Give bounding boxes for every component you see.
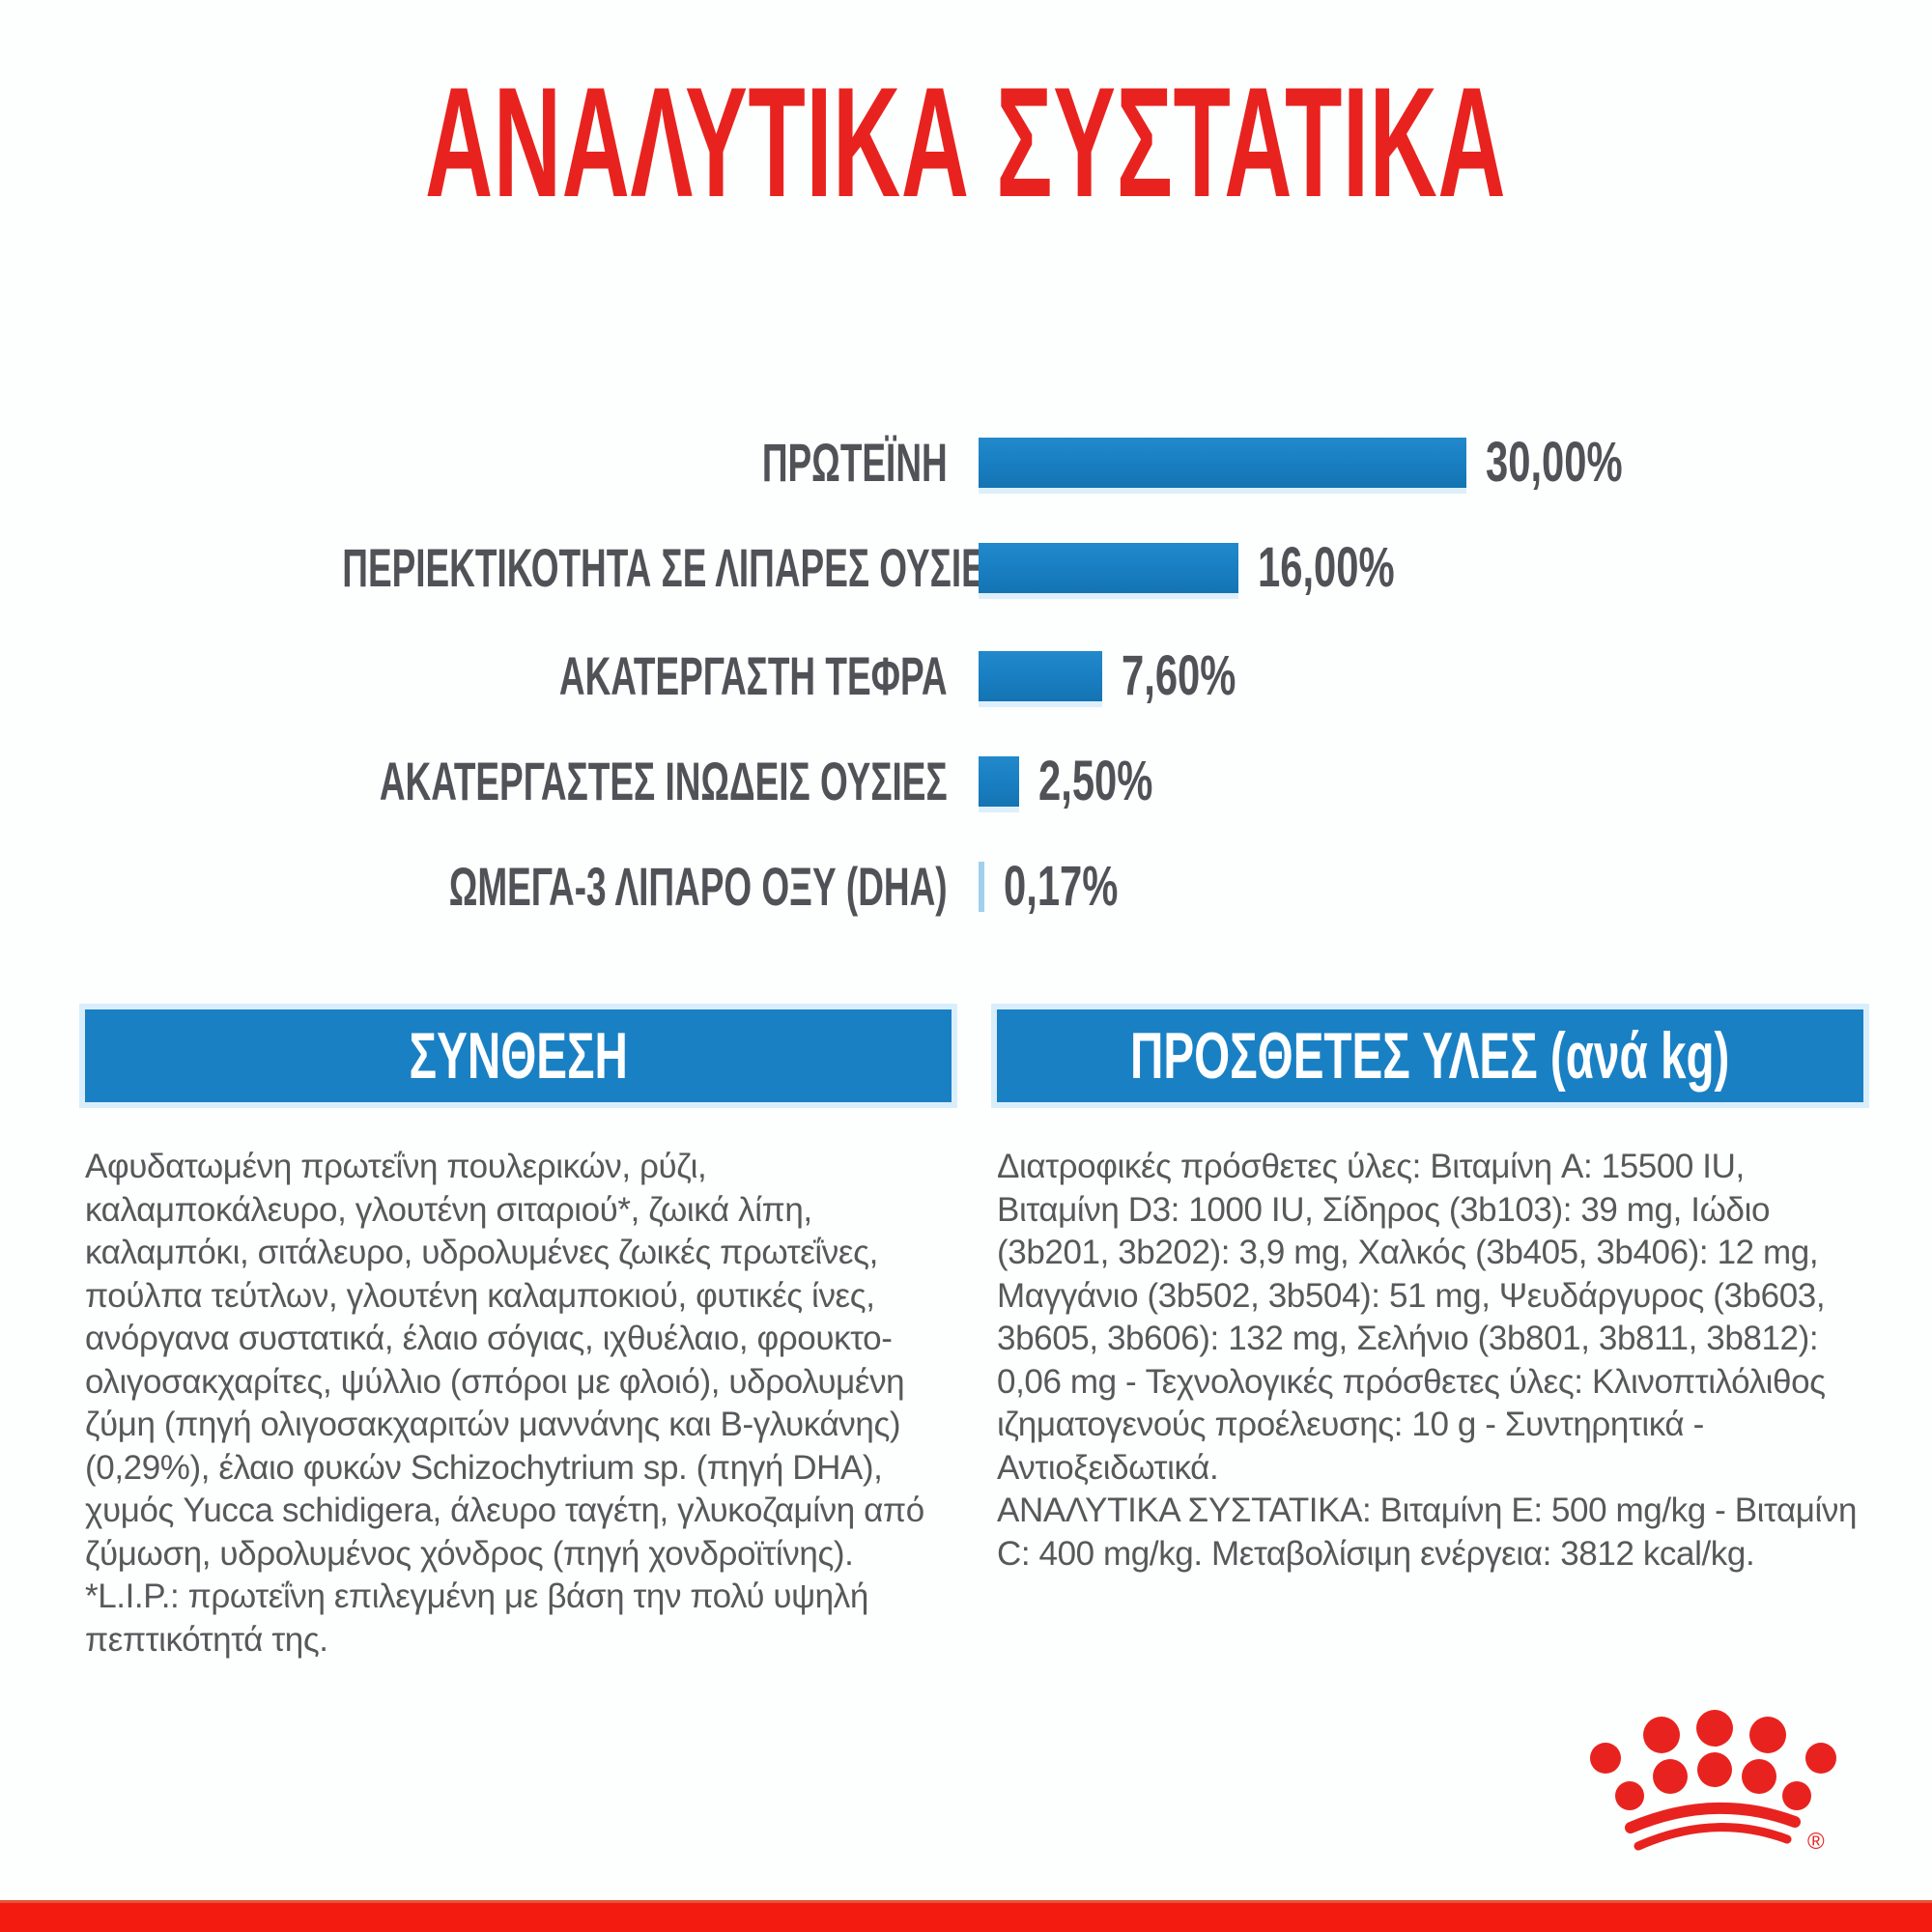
body-text-line: Διατροφικές πρόσθετες ύλες: Βιταμίνη A: … — [997, 1148, 1745, 1185]
additives-header: ΠΡΟΣΘΕΤΕΣ ΥΛΕΣ (ανά kg) — [997, 1009, 1863, 1102]
body-text-line: καλαμποκάλευρο, γλουτένη σιταριού*, ζωικ… — [85, 1190, 812, 1229]
body-text-line: πεπτικότητά της. — [85, 1620, 328, 1659]
body-text-line: πούλπα τεύτλων, γλουτένη καλαμποκιού, φυ… — [85, 1276, 875, 1315]
body-text-line: καλαμπόκι, σιτάλευρο, υδρολυμένες ζωικές… — [85, 1234, 878, 1271]
body-text-line: ανόργανα συστατικά, έλαιο σόγιας, ιχθυέλ… — [85, 1320, 893, 1357]
registered-mark: ® — [1807, 1829, 1825, 1855]
chart-row-label: ΠΕΡΙΕΚΤΙΚΟΤΗΤΑ ΣΕ ΛΙΠΑΡΕΣ ΟΥΣΙΕΣ — [342, 537, 1007, 598]
body-text-line: Μαγγάνιο (3b502, 3b504): 51 mg, Ψευδάργυ… — [997, 1276, 1826, 1315]
body-text-line: ολιγοσακχαρίτες, ψύλλιο (σπόροι με φλοιό… — [85, 1362, 905, 1401]
footer-red-strip — [0, 1900, 1932, 1932]
body-text-line: ζύμη (πηγή ολιγοσακχαριτών μαννάνης και … — [85, 1406, 901, 1443]
composition-header: ΣΥΝΘΕΣΗ — [85, 1009, 952, 1102]
royal-canin-crown-logo: ® — [1590, 1710, 1836, 1855]
additives-header-text: ΠΡΟΣΘΕΤΕΣ ΥΛΕΣ (ανά kg) — [1130, 1019, 1730, 1093]
chart-bar — [979, 438, 1466, 488]
composition-text: Αφυδατωμένη πρωτεΐνη πουλερικών, ρύζι, κα… — [85, 1146, 964, 1662]
body-text-line: 0,06 mg - Τεχνολογικές πρόσθετες ύλες: Κ… — [997, 1362, 1826, 1401]
chart-row-label: ΩΜΕΓΑ-3 ΛΙΠΑΡΟ ΟΞΥ (DHA) — [449, 856, 948, 917]
body-text-line: Αφυδατωμένη πρωτεΐνη πουλερικών, ρύζι, — [85, 1148, 707, 1185]
chart-value: 30,00% — [1486, 431, 1623, 494]
chart-row: ΩΜΕΓΑ-3 ΛΙΠΑΡΟ ΟΞΥ (DHA) 0,17% — [0, 855, 1932, 918]
body-text-line: (0,29%), έλαιο φυκών Schizochytrium sp. … — [85, 1448, 883, 1487]
body-text-line: ζύμωση, υδρολυμένος χόνδρος (πηγή χονδρο… — [85, 1534, 854, 1573]
page-title-text: ΑΝΑΛΥΤΙΚΑ ΣΥΣΤΑΤΙΚΑ — [425, 55, 1507, 230]
chart-value: 7,60% — [1122, 644, 1236, 707]
chart-row: ΑΚΑΤΕΡΓΑΣΤΕΣ ΙΝΩΔΕΙΣ ΟΥΣΙΕΣ 2,50% — [0, 750, 1932, 812]
chart-bar — [979, 543, 1238, 593]
chart-row: ΑΚΑΤΕΡΓΑΣΤΗ ΤΕΦΡΑ 7,60% — [0, 644, 1932, 707]
body-text-line: (3b201, 3b202): 3,9 mg, Χαλκός (3b405, 3… — [997, 1234, 1819, 1271]
body-text-line: ιζηματογενούς προέλευσης: 10 g - Συντηρη… — [997, 1406, 1704, 1443]
body-text-line: Βιταμίνη D3: 1000 IU, Σίδηρος (3b103): 3… — [997, 1190, 1771, 1229]
body-text-line: C: 400 mg/kg. Μεταβολίσιμη ενέργεια: 381… — [997, 1534, 1755, 1573]
chart-row-label: ΑΚΑΤΕΡΓΑΣΤΗ ΤΕΦΡΑ — [559, 645, 948, 706]
body-text-line: χυμός Yucca schidigera, άλευρο ταγέτη, γ… — [85, 1492, 924, 1529]
chart-row: ΠΡΩΤΕΪΝΗ 30,00% — [0, 431, 1932, 494]
body-text-line: Αντιοξειδωτικά. — [997, 1448, 1219, 1487]
chart-value: 2,50% — [1038, 750, 1153, 812]
body-text-line: ΑΝΑΛΥΤΙΚΑ ΣΥΣΤΑΤΙΚΑ: Βιταμίνη E: 500 mg/… — [997, 1492, 1858, 1529]
chart-bar — [979, 756, 1019, 807]
page-title: ΑΝΑΛΥΤΙΚΑ ΣΥΣΤΑΤΙΚΑ — [0, 56, 1932, 230]
chart-row-label: ΠΡΩΤΕΪΝΗ — [762, 432, 948, 493]
chart-value: 0,17% — [1004, 855, 1119, 918]
chart-value: 16,00% — [1258, 536, 1395, 599]
chart-row: ΠΕΡΙΕΚΤΙΚΟΤΗΤΑ ΣΕ ΛΙΠΑΡΕΣ ΟΥΣΙΕΣ 16,00% — [0, 536, 1932, 599]
chart-bar — [979, 651, 1102, 701]
additives-text: Διατροφικές πρόσθετες ύλες: Βιταμίνη A: … — [997, 1146, 1876, 1576]
body-text-line: *L.I.P.: πρωτεΐνη επιλεγμένη με βάση την… — [85, 1577, 868, 1615]
nutrition-bar-chart: ΠΡΩΤΕΪΝΗ 30,00% ΠΕΡΙΕΚΤΙΚΟΤΗΤΑ ΣΕ ΛΙΠΑΡΕΣ … — [0, 431, 1932, 918]
chart-bar — [979, 862, 984, 912]
body-text-line: 3b605, 3b606): 132 mg, Σελήνιο (3b801, 3… — [997, 1320, 1819, 1357]
chart-row-label: ΑΚΑΤΕΡΓΑΣΤΕΣ ΙΝΩΔΕΙΣ ΟΥΣΙΕΣ — [380, 751, 948, 811]
composition-header-text: ΣΥΝΘΕΣΗ — [409, 1019, 628, 1093]
